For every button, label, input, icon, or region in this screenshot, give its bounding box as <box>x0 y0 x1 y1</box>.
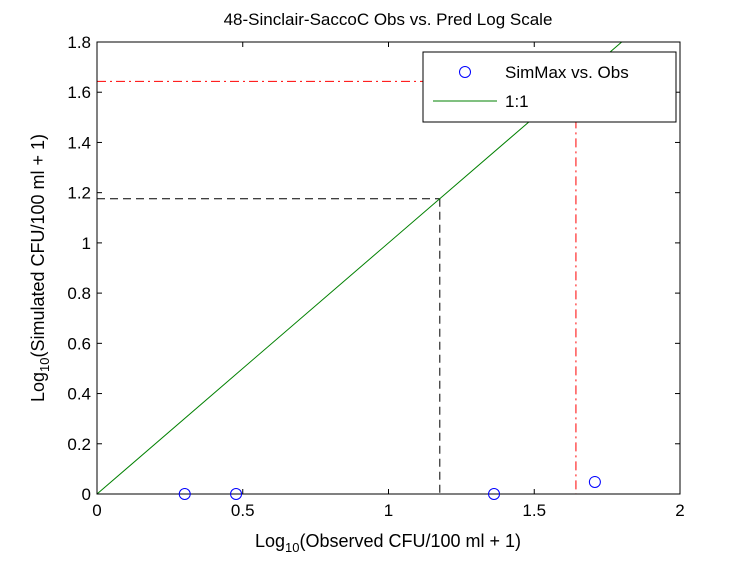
chart-title: 48-Sinclair-SaccoC Obs vs. Pred Log Scal… <box>224 10 553 29</box>
y-tick-label: 0 <box>82 485 91 504</box>
plot-frame <box>96 41 681 495</box>
y-tick-label: 1 <box>82 234 91 253</box>
y-tick-label: 0.6 <box>67 334 91 353</box>
x-tick-label: 0.5 <box>231 501 255 520</box>
x-tick-label: 2 <box>675 501 684 520</box>
legend-marker-simmax <box>459 66 471 78</box>
y-tick-label: 1.8 <box>67 33 91 52</box>
y-tick-label: 1.2 <box>67 184 91 203</box>
x-tick-label: 1.5 <box>522 501 546 520</box>
y-tick-label: 0.2 <box>67 435 91 454</box>
data-point <box>488 488 501 500</box>
legend: SimMax vs. Obs 1:1 <box>422 51 677 123</box>
data-point <box>588 475 601 488</box>
data-point <box>178 488 191 500</box>
y-tick-label: 0.8 <box>67 284 91 303</box>
y-tick-label: 1.4 <box>67 133 91 152</box>
x-tick-label: 0 <box>92 501 101 520</box>
y-tick-label: 0.4 <box>67 385 91 404</box>
y-tick-label: 1.6 <box>67 83 91 102</box>
legend-box <box>422 51 677 123</box>
y-axis-label: Log10(Simulated CFU/100 ml + 1) <box>28 134 52 402</box>
x-tick-label: 1 <box>384 501 393 520</box>
x-axis-label: Log10(Observed CFU/100 ml + 1) <box>255 531 521 555</box>
data-point <box>230 488 243 500</box>
legend-label-1to1: 1:1 <box>505 92 529 111</box>
legend-label-simmax: SimMax vs. Obs <box>505 63 629 82</box>
